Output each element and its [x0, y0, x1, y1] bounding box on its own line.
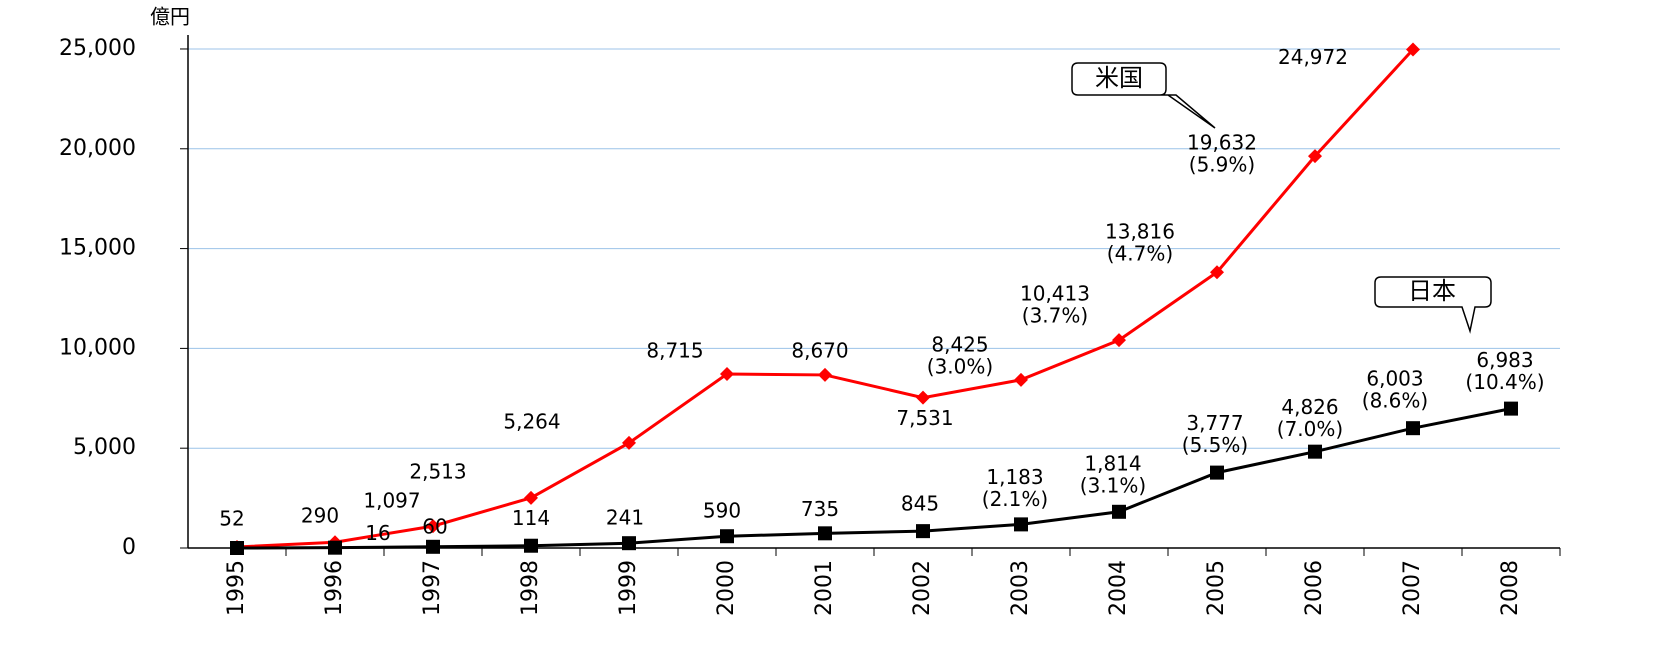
callout-us: 米国 [1071, 62, 1216, 129]
x-tick-label: 2008 [1498, 560, 1523, 616]
share-label: (3.7%) [1022, 304, 1088, 328]
y-tick-label: 0 [122, 535, 136, 560]
point-marker [818, 526, 832, 541]
data-label: 290 [301, 504, 339, 528]
y-tick-label: 5,000 [73, 435, 136, 460]
x-tick-label: 1999 [616, 560, 641, 616]
point-marker [916, 524, 930, 539]
y-axis-unit: 億円 [150, 5, 190, 29]
share-label: (2.1%) [982, 487, 1048, 511]
point-marker [426, 539, 440, 554]
y-tick-label: 20,000 [59, 136, 136, 161]
data-label: 590 [703, 499, 741, 523]
point-marker [426, 519, 440, 534]
y-tick-label: 10,000 [59, 335, 136, 360]
data-label: 10,413 [1020, 282, 1090, 306]
point-marker [1112, 504, 1126, 519]
data-label: 2,513 [409, 459, 466, 483]
point-marker [1504, 401, 1518, 416]
data-label: 13,816 [1105, 220, 1175, 244]
point-marker [328, 540, 342, 555]
point-marker [1210, 465, 1224, 480]
data-label: 8,715 [646, 339, 703, 363]
point-marker [622, 536, 636, 551]
share-label: (10.4%) [1465, 370, 1544, 394]
point-marker [1308, 149, 1322, 164]
x-tick-label: 1997 [420, 560, 445, 616]
data-label: 241 [606, 506, 644, 530]
data-label: 6,003 [1366, 367, 1423, 391]
data-label: 1,183 [986, 465, 1043, 489]
point-marker [818, 367, 832, 382]
callout-box [1071, 62, 1216, 129]
x-tick-label: 1996 [322, 560, 347, 616]
x-tick-label: 1995 [224, 560, 249, 616]
share-label: (7.0%) [1277, 417, 1343, 441]
point-marker [1210, 265, 1224, 280]
share-label: (3.1%) [1080, 473, 1146, 497]
point-marker [524, 538, 538, 553]
data-label: 16 [365, 521, 390, 545]
x-tick-label: 2001 [812, 560, 837, 616]
data-label: 7,531 [896, 406, 953, 430]
point-marker [1406, 421, 1420, 436]
point-marker [524, 490, 538, 505]
x-tick-label: 1998 [518, 560, 543, 616]
y-tick-label: 25,000 [59, 36, 136, 61]
share-label: (5.9%) [1189, 153, 1255, 177]
share-label: (5.5%) [1182, 433, 1248, 457]
x-tick-label: 2006 [1302, 560, 1327, 616]
series-line [236, 407, 1512, 550]
data-label: 845 [901, 492, 939, 516]
x-tick-label: 2003 [1008, 560, 1033, 616]
callout-label: 米国 [1095, 64, 1143, 92]
share-label: (8.6%) [1362, 389, 1428, 413]
data-label: 5,264 [503, 409, 560, 433]
point-marker [1014, 517, 1028, 532]
data-label: 1,814 [1084, 451, 1141, 475]
data-label: 735 [801, 497, 839, 521]
x-tick-label: 2000 [714, 560, 739, 616]
data-label: 8,425 [931, 332, 988, 356]
point-marker [1308, 444, 1322, 459]
share-label: (4.7%) [1107, 242, 1173, 266]
share-label: (3.0%) [927, 354, 993, 378]
x-tick-label: 2007 [1400, 560, 1425, 616]
data-label: 60 [422, 514, 447, 538]
y-tick-label: 15,000 [59, 236, 136, 261]
point-marker [1406, 42, 1420, 57]
data-label: 1,097 [363, 489, 420, 513]
point-marker [720, 367, 734, 382]
callout-box [1374, 276, 1492, 334]
point-marker [1112, 333, 1126, 348]
data-label: 52 [219, 506, 244, 530]
data-label: 19,632 [1187, 131, 1257, 155]
x-tick-label: 2005 [1204, 560, 1229, 616]
x-tick-label: 2002 [910, 560, 935, 616]
point-marker [230, 541, 244, 555]
point-marker [916, 390, 930, 405]
data-label: 4,826 [1281, 395, 1338, 419]
callout-label: 日本 [1408, 277, 1456, 305]
data-label: 114 [512, 506, 550, 530]
point-marker [622, 435, 636, 450]
data-label: 6,983 [1476, 348, 1533, 372]
data-label: 24,972 [1278, 45, 1348, 69]
callout-japan: 日本 [1374, 276, 1492, 334]
data-label: 8,670 [791, 338, 848, 362]
x-tick-label: 2004 [1106, 560, 1131, 616]
point-marker [720, 529, 734, 544]
point-marker [1014, 372, 1028, 387]
plot: 0 5,000 10,000 15,000 20,000 25,000 1995 1996 19… [59, 35, 1561, 616]
data-label: 3,777 [1186, 411, 1243, 435]
